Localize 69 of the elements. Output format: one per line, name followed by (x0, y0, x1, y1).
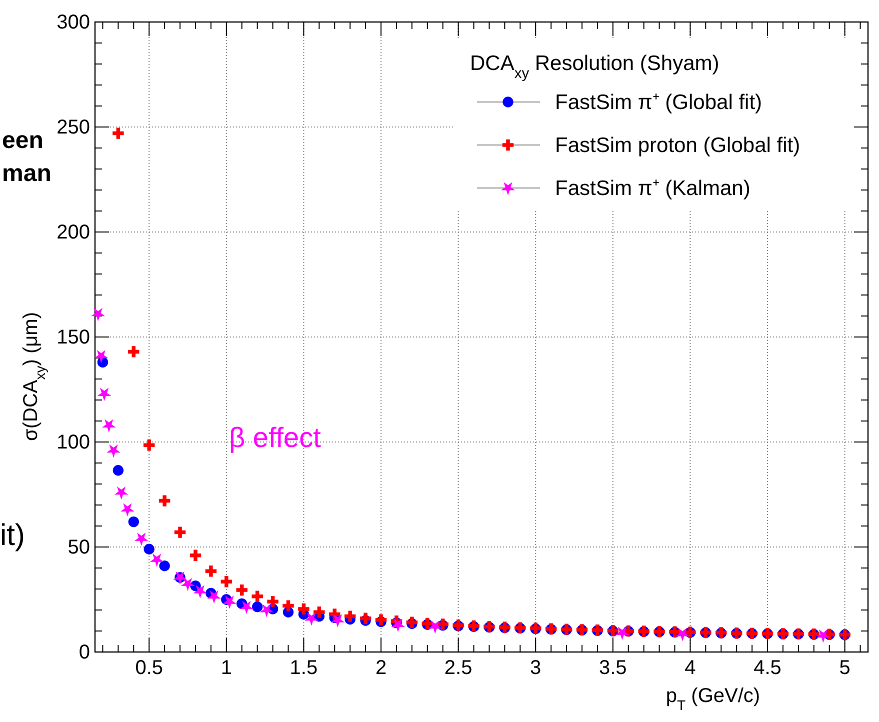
point (193, 585, 208, 598)
text: it) (0, 519, 25, 552)
point (106, 444, 121, 458)
point (391, 618, 405, 632)
point (260, 604, 274, 618)
x-tick-label: 2.5 (444, 657, 472, 680)
point (150, 554, 164, 567)
y-tick-label: 250 (56, 116, 90, 138)
text: man (2, 160, 52, 187)
point (252, 602, 263, 612)
point (102, 419, 116, 433)
point (207, 590, 221, 604)
x-tick-label: 1 (220, 657, 232, 680)
legend-label: FastSim proton (Global fit) (555, 134, 800, 157)
legend-title: DCA$_{xy}$ Resolution (Shyam) (470, 52, 720, 82)
x-tick-label: 1.5 (290, 657, 318, 680)
y-tick-label: 300 (56, 11, 90, 34)
point (615, 626, 630, 640)
legend-label: FastSim π⁺ (Kalman) (555, 177, 750, 200)
point (114, 486, 128, 500)
x-axis-title: p$_{T}$ (GeV/c) (666, 685, 760, 713)
x-tick-label: 4.5 (754, 657, 782, 680)
y-tick-label: 150 (56, 326, 90, 348)
point (91, 308, 106, 322)
point (267, 596, 278, 608)
point (676, 628, 690, 642)
y-tick-label: 50 (68, 536, 90, 558)
point (158, 495, 170, 506)
point (240, 600, 254, 614)
point (94, 350, 108, 364)
point (159, 560, 170, 572)
point (304, 612, 318, 626)
x-tick-label: 3 (530, 657, 542, 680)
point (816, 629, 830, 643)
point (128, 516, 139, 528)
point (330, 614, 345, 628)
point (128, 346, 140, 358)
point (180, 578, 195, 592)
x-tick-label: 4 (684, 657, 696, 680)
x-tick-label: 0.5 (135, 657, 164, 680)
point (120, 503, 134, 517)
point (144, 440, 155, 451)
y-tick-label: 200 (56, 221, 90, 244)
point (112, 128, 124, 139)
point (190, 550, 202, 562)
point (134, 532, 148, 546)
y-tick-label: 0 (78, 641, 90, 664)
point (298, 603, 310, 615)
point (97, 388, 112, 402)
text: een (2, 127, 44, 154)
point (112, 465, 124, 476)
point (252, 590, 263, 602)
legend-label: FastSim π⁺ (Global fit) (555, 91, 762, 114)
y-tick-label: 100 (56, 431, 90, 454)
point (282, 600, 294, 612)
x-tick-label: 5 (839, 657, 850, 680)
point (205, 566, 217, 577)
annotation: β effect (229, 422, 322, 453)
x-tick-label: 3.5 (599, 657, 627, 680)
point (428, 620, 442, 634)
point (144, 544, 154, 554)
point (174, 526, 186, 538)
point (314, 606, 325, 618)
point (222, 596, 236, 609)
point (360, 612, 372, 624)
point (236, 584, 248, 596)
point (344, 610, 356, 622)
point (220, 576, 232, 588)
x-tick-label: 2 (375, 657, 387, 680)
